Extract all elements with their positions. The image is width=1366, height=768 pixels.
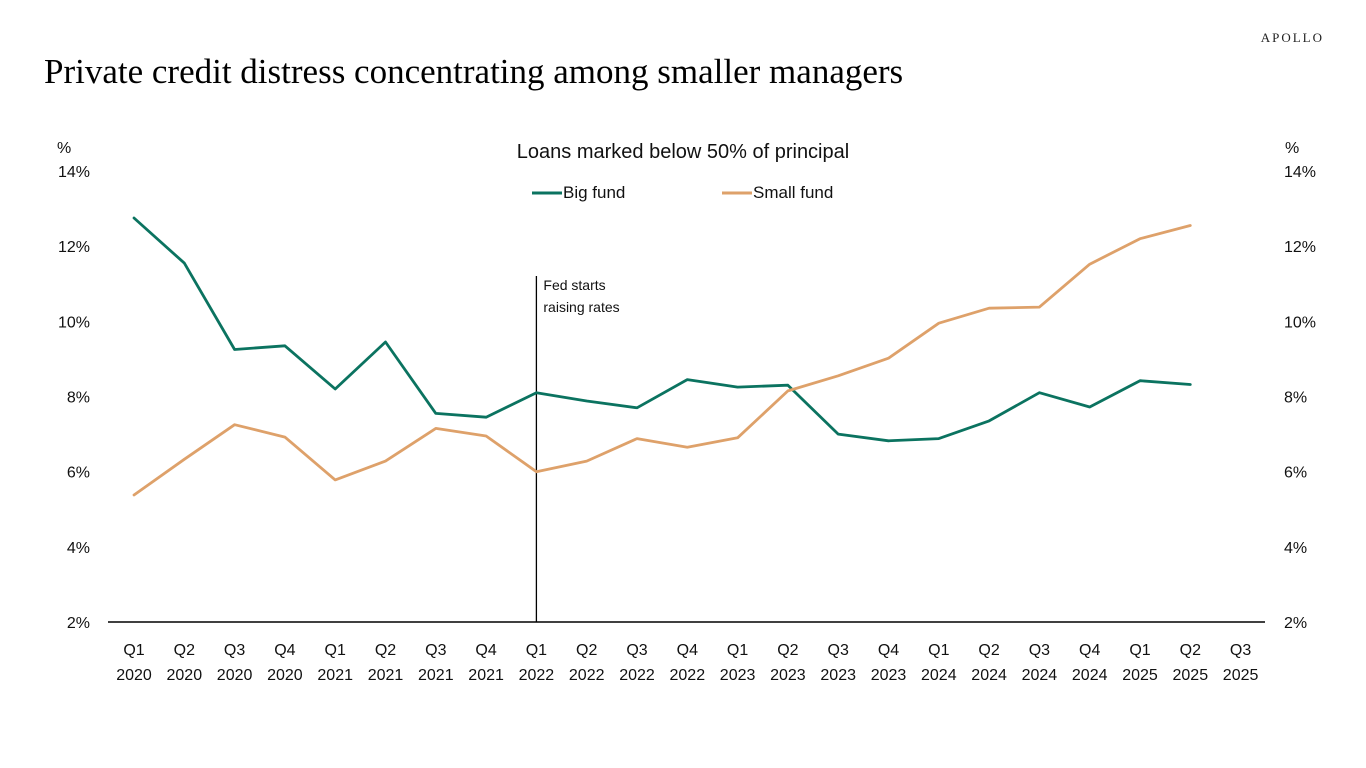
brand-logo: APOLLO [1260, 30, 1324, 45]
x-tick-label-quarter: Q4 [475, 642, 496, 659]
x-tick-label-quarter: Q1 [928, 642, 949, 659]
x-tick-label-quarter: Q4 [878, 642, 899, 659]
y-tick-label-right: 2% [1284, 615, 1307, 632]
x-tick-label-quarter: Q3 [626, 642, 647, 659]
big-fund-series-line [132, 216, 1192, 443]
x-tick-label-year: 2024 [1022, 667, 1058, 684]
y-tick-label-left: 14% [58, 164, 90, 181]
x-tick-label-quarter: Q1 [727, 642, 748, 659]
annotation-group: Fed starts raising rates [535, 276, 620, 622]
x-tick-label-year: 2020 [267, 667, 303, 684]
x-tick-label-year: 2021 [368, 667, 404, 684]
y-tick-label-right: 12% [1284, 239, 1316, 256]
right-y-axis: 2% 4% 6% 8% 10% 12% 14% [1284, 164, 1316, 632]
x-tick-label-year: 2021 [418, 667, 454, 684]
x-axis: Q1 2020 Q2 2020 Q3 2020 Q4 2020 Q1 2021 Q2 2021 Q3 20… [108, 621, 1265, 684]
x-tick-label-year: 2025 [1173, 667, 1209, 684]
big-fund-legend-label: Big fund [563, 183, 625, 202]
x-tick-label-quarter: Q4 [274, 642, 295, 659]
x-tick-label-year: 2023 [820, 667, 856, 684]
x-tick-label-quarter: Q3 [828, 642, 849, 659]
y-tick-label-right: 4% [1284, 540, 1307, 557]
fed-rate-hike-annotation-text: raising rates [543, 299, 619, 315]
y-tick-label-right: 14% [1284, 164, 1316, 181]
y-tick-label-left: 8% [67, 390, 90, 407]
x-tick-label-quarter: Q3 [224, 642, 245, 659]
x-tick-label-quarter: Q1 [325, 642, 346, 659]
left-y-axis: 2% 4% 6% 8% 10% 12% 14% [58, 164, 90, 632]
x-tick-label-year: 2021 [317, 667, 353, 684]
x-tick-label-quarter: Q2 [174, 642, 195, 659]
chart-legend: Big fund Small fund [532, 183, 833, 202]
x-tick-label-year: 2024 [1072, 667, 1108, 684]
x-tick-label-quarter: Q4 [1079, 642, 1100, 659]
x-tick-label-year: 2025 [1122, 667, 1158, 684]
x-tick-label-quarter: Q3 [1230, 642, 1251, 659]
chart-title: Loans marked below 50% of principal [517, 141, 849, 163]
x-tick-label-year: 2025 [1223, 667, 1259, 684]
right-axis-unit-label: % [1285, 140, 1299, 157]
x-tick-label-quarter: Q2 [978, 642, 999, 659]
y-tick-label-left: 4% [67, 540, 90, 557]
small-fund-series-line [132, 224, 1192, 497]
y-tick-label-right: 6% [1284, 465, 1307, 482]
x-tick-label-year: 2020 [217, 667, 253, 684]
y-tick-label-right: 8% [1284, 390, 1307, 407]
x-tick-label-year: 2022 [519, 667, 555, 684]
x-tick-label-quarter: Q1 [526, 642, 547, 659]
left-axis-unit-label: % [57, 140, 71, 157]
x-tick-label-year: 2023 [871, 667, 907, 684]
x-tick-label-quarter: Q2 [375, 642, 396, 659]
page-title: Private credit distress concentrating am… [44, 52, 904, 91]
x-tick-label-year: 2022 [569, 667, 605, 684]
x-tick-label-year: 2020 [116, 667, 152, 684]
x-tick-label-quarter: Q1 [1129, 642, 1150, 659]
x-tick-label-year: 2020 [167, 667, 203, 684]
x-tick-label-year: 2023 [720, 667, 756, 684]
x-tick-label-year: 2021 [468, 667, 504, 684]
x-tick-label-quarter: Q2 [1180, 642, 1201, 659]
x-tick-label-quarter: Q3 [425, 642, 446, 659]
fed-rate-hike-annotation-text: Fed starts [543, 277, 605, 293]
y-tick-label-right: 10% [1284, 314, 1316, 331]
x-tick-label-year: 2024 [971, 667, 1007, 684]
x-tick-label-quarter: Q2 [777, 642, 798, 659]
x-tick-label-quarter: Q1 [123, 642, 144, 659]
x-tick-label-year: 2022 [670, 667, 706, 684]
x-tick-label-quarter: Q3 [1029, 642, 1050, 659]
series-layer [132, 216, 1192, 497]
y-tick-label-left: 2% [67, 615, 90, 632]
y-tick-label-left: 6% [67, 465, 90, 482]
y-tick-label-left: 12% [58, 239, 90, 256]
x-tick-label-year: 2023 [770, 667, 806, 684]
x-tick-label-quarter: Q2 [576, 642, 597, 659]
x-tick-label-year: 2022 [619, 667, 655, 684]
y-tick-label-left: 10% [58, 314, 90, 331]
x-tick-label-quarter: Q4 [677, 642, 698, 659]
x-tick-label-year: 2024 [921, 667, 957, 684]
small-fund-legend-label: Small fund [753, 183, 833, 202]
